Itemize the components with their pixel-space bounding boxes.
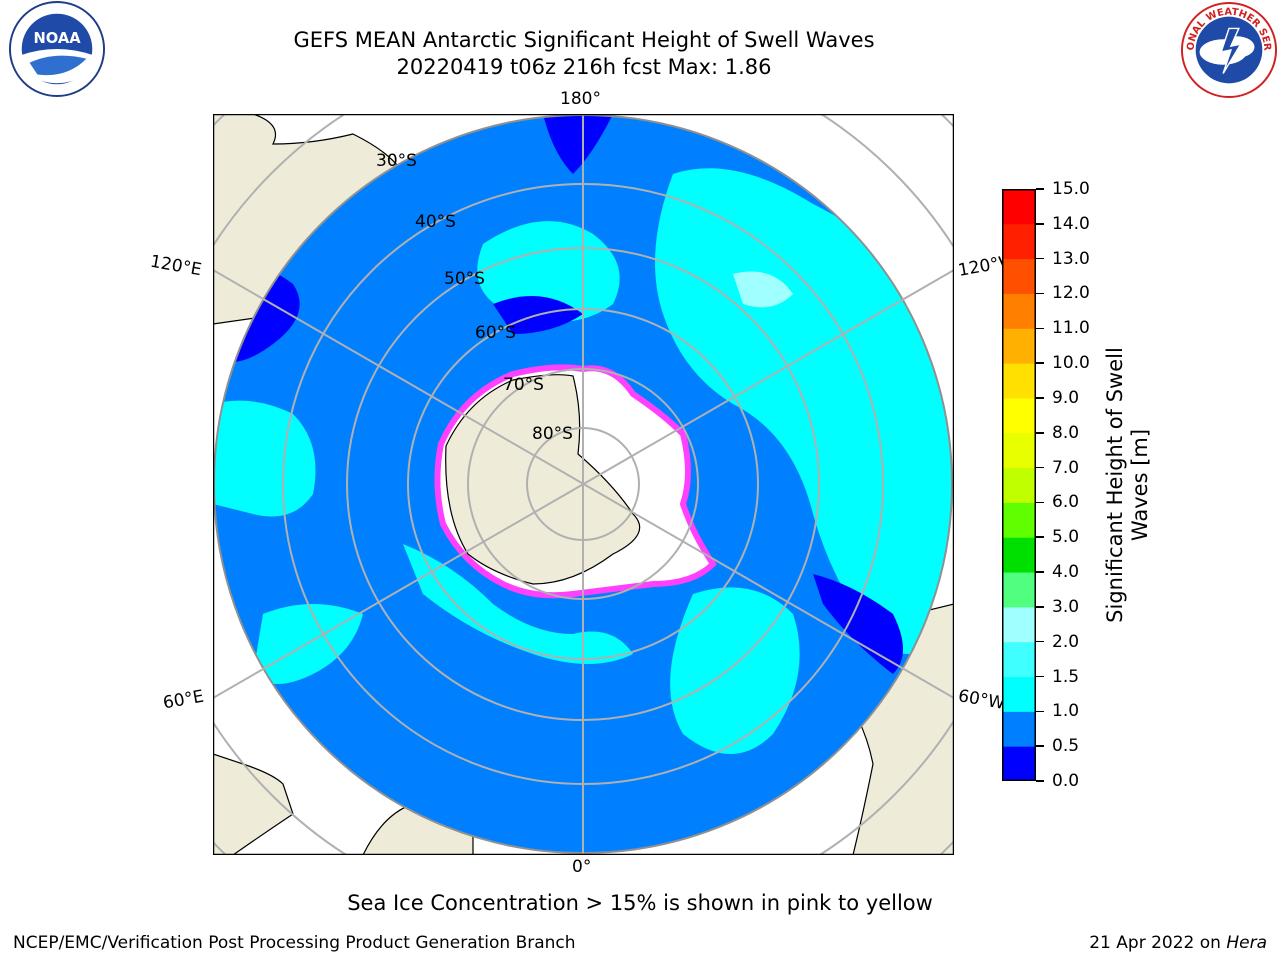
noaa-logo-text: NOAA: [33, 30, 81, 47]
colorbar-segment: [1002, 293, 1036, 329]
colorbar-tick-mark: [1036, 606, 1044, 608]
colorbar-tick-label: 9.0: [1052, 387, 1080, 408]
branch-credit: NCEP/EMC/Verification Post Processing Pr…: [13, 933, 576, 953]
run-date: 21 Apr 2022 on Hera: [1089, 933, 1267, 953]
meridian-label-0: 0°: [572, 857, 592, 877]
colorbar-tick-label: 2.0: [1052, 631, 1080, 652]
colorbar-tick-label: 1.5: [1052, 666, 1080, 687]
colorbar-tick-label: 7.0: [1052, 457, 1080, 478]
colorbar-tick-label: 8.0: [1052, 422, 1080, 443]
colorbar-tick-mark: [1036, 466, 1044, 469]
colorbar-segment: [1002, 746, 1036, 782]
meridian-label-60w: 60°W: [956, 686, 1007, 714]
parallel-label-50s: 50°S: [444, 269, 485, 289]
chart-subtitle: 20220419 t06z 216h fcst Max: 1.86: [396, 55, 772, 79]
colorbar-segment: [1002, 606, 1036, 643]
colorbar-tick-mark: [1036, 188, 1044, 190]
colorbar-segment: [1002, 572, 1036, 608]
colorbar-tick-label: 6.0: [1052, 492, 1080, 513]
colorbar-tick-label: 11.0: [1052, 318, 1090, 339]
colorbar-segment: [1002, 537, 1036, 573]
colorbar-tick-label: 5.0: [1052, 527, 1080, 548]
colorbar-tick-mark: [1036, 675, 1044, 678]
colorbar-tick-label: 0.5: [1052, 736, 1080, 757]
colorbar-segment: [1002, 397, 1036, 434]
parallel-label-60s: 60°S: [475, 323, 516, 343]
colorbar-segment: [1002, 258, 1036, 294]
parallel-label-80s: 80°S: [532, 424, 573, 444]
colorbar-segment: [1002, 502, 1036, 538]
colorbar-tick-mark: [1036, 432, 1044, 434]
colorbar-tick-mark: [1036, 536, 1044, 538]
antarctica-land: [445, 374, 641, 585]
colorbar-tick-label: 10.0: [1052, 353, 1090, 374]
run-date-text: 21 Apr 2022 on: [1089, 933, 1227, 953]
colorbar-tick-mark: [1036, 780, 1044, 782]
colorbar-tick-mark: [1036, 745, 1044, 747]
colorbar-tick-mark: [1036, 292, 1044, 295]
colorbar-tick-mark: [1036, 327, 1044, 330]
parallel-label-40s: 40°S: [415, 212, 456, 232]
meridian-label-60e: 60°E: [161, 686, 206, 714]
antarctic-map: [212, 113, 955, 859]
colorbar-segment: [1002, 328, 1036, 364]
chart-title: GEFS MEAN Antarctic Significant Height o…: [293, 28, 875, 52]
colorbar-segment: [1002, 189, 1036, 225]
nws-logo: NATIONAL WEATHER SERVICE: [1176, 0, 1278, 103]
colorbar-segment: [1002, 432, 1036, 469]
colorbar-tick-mark: [1036, 501, 1044, 504]
colorbar: [1002, 189, 1036, 785]
sea-ice-note: Sea Ice Concentration > 15% is shown in …: [347, 891, 933, 915]
colorbar-tick-mark: [1036, 257, 1044, 260]
colorbar-frame: [1002, 189, 1036, 781]
colorbar-segment: [1002, 223, 1036, 260]
colorbar-tick-label: 0.0: [1052, 771, 1080, 791]
colorbar-tick-label: 3.0: [1052, 596, 1080, 617]
colorbar-tick-label: 4.0: [1052, 562, 1080, 583]
meridian-label-180: 180°: [560, 89, 601, 109]
colorbar-tick-mark: [1036, 362, 1044, 364]
colorbar-tick-label: 14.0: [1052, 213, 1090, 234]
colorbar-segment: [1002, 711, 1036, 747]
noaa-logo: NOAA: [8, 0, 106, 102]
colorbar-tick-mark: [1036, 640, 1044, 643]
colorbar-tick-mark: [1036, 223, 1044, 225]
colorbar-segment: [1002, 363, 1036, 399]
run-host: Hera: [1226, 933, 1267, 953]
colorbar-segment: [1002, 676, 1036, 712]
colorbar-segment: [1002, 467, 1036, 503]
colorbar-tick-label: 12.0: [1052, 283, 1090, 304]
colorbar-tick-mark: [1036, 710, 1044, 713]
parallel-label-30s: 30°S: [376, 151, 417, 171]
colorbar-tick-label: 13.0: [1052, 248, 1090, 269]
colorbar-label: Significant Height of Swell Waves [m]: [1103, 347, 1152, 623]
meridian-label-120e: 120°E: [148, 251, 204, 281]
colorbar-segment: [1002, 641, 1036, 678]
parallel-label-70s: 70°S: [503, 375, 544, 395]
colorbar-tick-label: 1.0: [1052, 701, 1080, 722]
colorbar-tick-mark: [1036, 571, 1044, 573]
colorbar-tick-label: 15.0: [1052, 179, 1090, 199]
colorbar-tick-mark: [1036, 397, 1044, 399]
